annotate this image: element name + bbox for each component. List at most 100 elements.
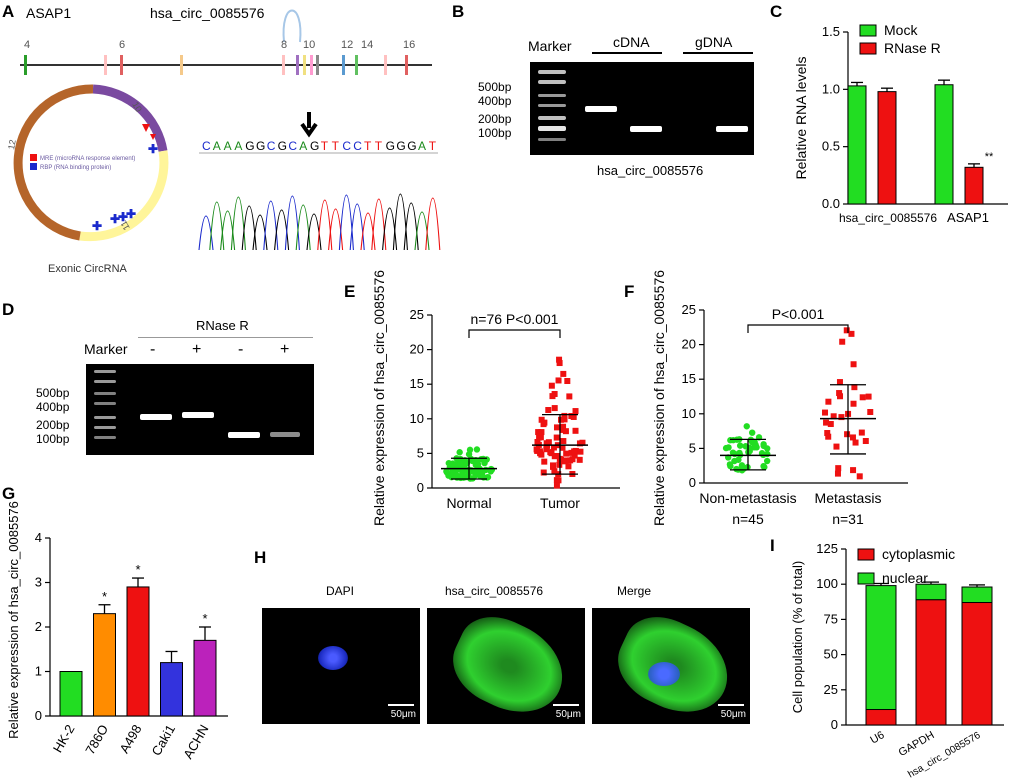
gel-d-sign: + (192, 341, 202, 358)
chart-i-legend-label: cytoplasmic (882, 546, 955, 562)
chromatogram-traces (198, 193, 441, 251)
chart-f-n-label: n=45 (732, 511, 764, 527)
gel-b-size: 100bp (478, 126, 512, 140)
chart-e-point (560, 370, 567, 377)
chart-c-y-tick-label: 1.0 (822, 81, 840, 96)
gel-d-image (86, 364, 314, 455)
chart-f-point (761, 463, 768, 471)
chart-e-point (550, 444, 557, 451)
chart-g-x-label: A498 (116, 722, 144, 756)
chart-c-bar (964, 166, 984, 205)
micro-title-dapi: DAPI (326, 584, 355, 598)
sequence-base: G (278, 139, 287, 153)
chart-e-point (569, 456, 576, 463)
exon-label: 6 (119, 39, 125, 51)
chart-f-point (867, 409, 874, 416)
rbp-marker: ✚ (148, 142, 158, 156)
chart-e-point (559, 444, 566, 451)
chart-g-x-label: HK-2 (50, 722, 78, 755)
legend-mre-swatch (30, 154, 37, 161)
panel-label-e: E (344, 282, 356, 301)
gene-name: ASAP1 (26, 5, 71, 21)
chart-c-x-label: hsa_circ_0085576 (839, 211, 937, 225)
chart-f-point (838, 414, 845, 421)
gel-b-size: 400bp (478, 94, 512, 108)
chart-c-y-tick-label: 0.5 (822, 139, 840, 154)
chart-e-point (561, 412, 568, 419)
chart-f-point (823, 419, 830, 426)
gel-b-cdna-bracket (592, 52, 662, 54)
micro-merge-image: 50μm (592, 604, 750, 728)
chart-e-point (547, 449, 554, 456)
chart-g-y-tick-label: 0 (35, 708, 42, 723)
panel-label-f: F (624, 282, 635, 301)
chart-i-bar-segment (961, 602, 993, 726)
sequence-base: C (353, 139, 362, 153)
chart-f-point (836, 390, 843, 397)
chart-e-point (536, 434, 543, 441)
chart-e-point (576, 456, 583, 463)
chart-e-y-tick-label: 15 (410, 376, 424, 391)
sequence-base: C (267, 139, 276, 153)
chart-f-point (862, 438, 869, 445)
chart-f-point (743, 423, 750, 430)
chart-f-point (822, 409, 829, 416)
chart-f-point (865, 393, 872, 400)
chart-e-point (543, 446, 550, 453)
chart-f-sig-bracket (747, 324, 849, 333)
chart-g-y-tick-label: 4 (35, 530, 42, 545)
gel-b-marker-label: Marker (528, 38, 572, 54)
chart-f-point (850, 467, 857, 474)
chart-e-point (563, 450, 570, 457)
chart-i-y-tick-label: 50 (824, 647, 838, 662)
exon-label: 12 (341, 39, 353, 51)
sequence-base: G (396, 139, 405, 153)
chart-i-x-label: GAPDH (897, 729, 937, 759)
chart-e-y-tick-label: 5 (417, 445, 424, 460)
chart-f-point (858, 429, 865, 436)
chart-f-point (738, 462, 746, 469)
chart-i-bar-segment (915, 583, 947, 601)
chart-f-y-tick-label: 15 (682, 371, 696, 386)
panel-label-b: B (452, 2, 465, 21)
chart-e-point (457, 460, 464, 467)
chart-f-point (830, 413, 837, 420)
chart-e-point (535, 429, 542, 436)
gel-d-sign: + (280, 341, 290, 358)
sequence-base: G (407, 139, 416, 153)
chart-g-sig: * (135, 562, 140, 577)
rbp-marker: ✚ (110, 212, 120, 226)
sequence-base: T (429, 139, 437, 153)
chart-e-point (577, 448, 584, 455)
chart-g-y-tick-label: 2 (35, 619, 42, 634)
chart-c-bar (877, 91, 897, 205)
chart-e-point (550, 462, 557, 469)
chart-e-point (443, 469, 451, 476)
chart-c-y-tick-label: 1.5 (822, 24, 840, 39)
chart-i-bar-segment (961, 586, 993, 604)
chart-f-y-tick-label: 20 (682, 337, 696, 352)
chart-g-bar (193, 639, 217, 717)
chart-g-y-tick-label: 1 (35, 664, 42, 679)
chart-f-point (731, 457, 738, 465)
trace-peak (360, 212, 376, 251)
rbp-marker: ✚ (118, 210, 128, 224)
sequence-base: T (364, 139, 372, 153)
panel-label-i: I (770, 536, 775, 555)
chart-f-point (839, 338, 846, 345)
chart-f-point (736, 442, 744, 449)
gel-d-size: 500bp (36, 386, 70, 400)
chart-e-point (570, 413, 577, 420)
rbp-marker: ✚ (126, 207, 136, 221)
chart-e-point (540, 421, 547, 428)
exon-label: 4 (24, 39, 30, 51)
trace-peak (220, 210, 236, 251)
sequence-base: G (256, 139, 265, 153)
chart-e-y-tick-label: 25 (410, 307, 424, 322)
chart-c-y-tick-label: 0.0 (822, 196, 840, 211)
gel-d-title: RNase R (196, 318, 249, 333)
chart-i-y-tick-label: 125 (816, 541, 838, 556)
sequence-base: A (213, 139, 221, 153)
trace-peak (274, 209, 290, 251)
chart-f-point (733, 465, 740, 473)
